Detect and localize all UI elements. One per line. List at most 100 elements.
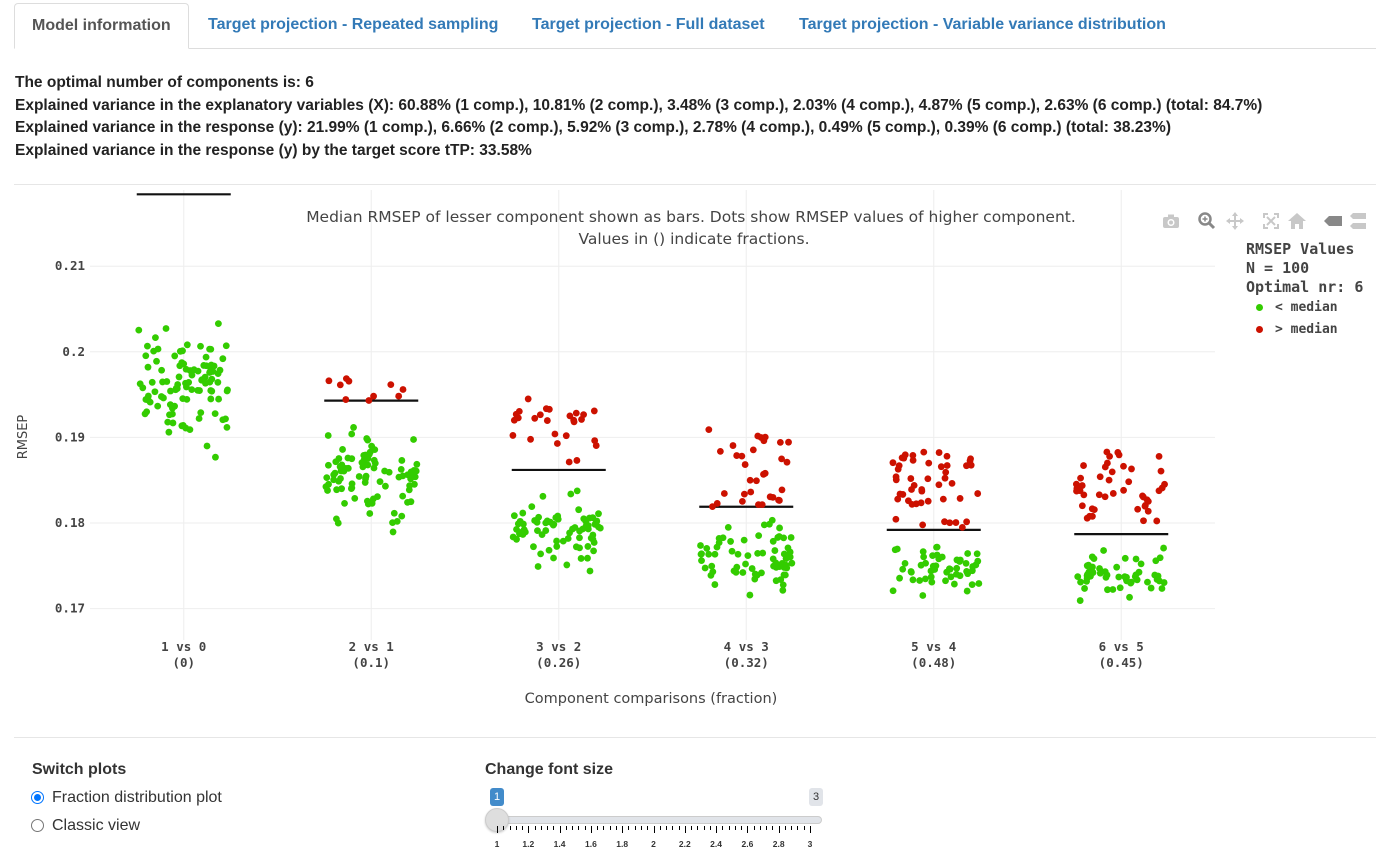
data-point[interactable] xyxy=(755,532,763,539)
data-point[interactable] xyxy=(942,468,950,476)
data-point[interactable] xyxy=(580,411,587,419)
data-point[interactable] xyxy=(973,550,981,558)
data-point[interactable] xyxy=(924,497,932,505)
data-point[interactable] xyxy=(889,459,897,467)
data-point[interactable] xyxy=(711,581,719,588)
data-point[interactable] xyxy=(362,472,370,480)
legend-item-below-median[interactable]: < median xyxy=(1246,297,1363,319)
data-point[interactable] xyxy=(182,365,190,373)
data-point[interactable] xyxy=(1081,585,1088,592)
data-point[interactable] xyxy=(576,534,583,542)
data-point[interactable] xyxy=(1104,586,1111,594)
data-point[interactable] xyxy=(509,432,517,439)
data-point[interactable] xyxy=(584,543,592,550)
data-point[interactable] xyxy=(577,555,585,562)
data-point[interactable] xyxy=(595,523,602,531)
data-point[interactable] xyxy=(393,517,401,525)
data-point[interactable] xyxy=(892,473,900,481)
data-point[interactable] xyxy=(382,482,389,490)
data-point[interactable] xyxy=(753,477,760,485)
data-point[interactable] xyxy=(586,567,594,575)
data-point[interactable] xyxy=(527,435,534,443)
data-point[interactable] xyxy=(202,379,209,387)
data-point[interactable] xyxy=(587,534,595,542)
data-point[interactable] xyxy=(928,578,936,586)
radio-classic-view[interactable]: Classic view xyxy=(31,817,140,835)
data-point[interactable] xyxy=(1115,451,1123,459)
data-point[interactable] xyxy=(513,535,520,543)
data-point[interactable] xyxy=(534,563,542,570)
data-point[interactable] xyxy=(1140,517,1147,525)
data-point[interactable] xyxy=(1089,512,1096,520)
rmsep-scatter-plot[interactable]: 0.17 0.18 0.19 0.2 0.21 1 vs 0(0) 2 vs 1(0.1) 3… xyxy=(0,190,1385,730)
data-point[interactable] xyxy=(512,410,520,418)
data-point[interactable] xyxy=(1157,467,1165,475)
data-point[interactable] xyxy=(1096,569,1104,577)
data-point[interactable] xyxy=(730,567,738,575)
data-point[interactable] xyxy=(1153,517,1161,525)
data-point[interactable] xyxy=(920,553,928,561)
data-point[interactable] xyxy=(892,515,900,523)
data-point[interactable] xyxy=(369,495,377,503)
data-point[interactable] xyxy=(567,490,575,498)
data-point[interactable] xyxy=(595,510,602,518)
data-point[interactable] xyxy=(758,501,766,508)
data-point[interactable] xyxy=(1152,557,1160,565)
data-point[interactable] xyxy=(185,378,193,386)
data-point[interactable] xyxy=(219,355,227,363)
data-point[interactable] xyxy=(517,529,524,536)
data-point[interactable] xyxy=(165,428,173,436)
data-point[interactable] xyxy=(917,499,925,507)
data-point[interactable] xyxy=(345,377,353,385)
data-point[interactable] xyxy=(931,566,939,573)
data-point[interactable] xyxy=(1126,593,1133,601)
data-point[interactable] xyxy=(336,463,344,471)
data-point[interactable] xyxy=(219,416,227,424)
data-point[interactable] xyxy=(207,395,215,403)
data-point[interactable] xyxy=(772,577,780,585)
data-point[interactable] xyxy=(1132,555,1140,563)
data-point[interactable] xyxy=(776,524,783,532)
data-point[interactable] xyxy=(565,458,573,466)
data-point[interactable] xyxy=(203,442,211,450)
data-point[interactable] xyxy=(136,380,144,388)
data-point[interactable] xyxy=(744,552,752,560)
data-point[interactable] xyxy=(332,515,340,523)
hover-compare-icon[interactable] xyxy=(1347,211,1367,231)
data-point[interactable] xyxy=(550,554,557,562)
data-point[interactable] xyxy=(176,347,184,355)
data-point[interactable] xyxy=(389,528,397,536)
data-point[interactable] xyxy=(769,493,777,501)
data-point[interactable] xyxy=(195,415,203,422)
data-point[interactable] xyxy=(956,572,964,580)
data-point[interactable] xyxy=(963,587,971,595)
data-point[interactable] xyxy=(901,559,909,567)
data-point[interactable] xyxy=(1101,463,1109,471)
data-point[interactable] xyxy=(1115,573,1123,581)
data-point[interactable] xyxy=(1109,490,1117,497)
data-point[interactable] xyxy=(543,417,551,424)
data-point[interactable] xyxy=(323,474,331,482)
tab-target-projection-variable-variance-distribution[interactable]: Target projection - Variable variance di… xyxy=(799,16,1166,33)
data-point[interactable] xyxy=(939,495,947,503)
legend-item-above-median[interactable]: > median xyxy=(1246,319,1363,341)
data-point[interactable] xyxy=(510,416,518,424)
data-point[interactable] xyxy=(158,366,166,374)
data-point[interactable] xyxy=(919,592,927,599)
data-point[interactable] xyxy=(749,446,757,454)
data-point[interactable] xyxy=(344,464,352,472)
data-point[interactable] xyxy=(779,581,787,589)
data-point[interactable] xyxy=(536,411,544,419)
data-point[interactable] xyxy=(539,492,547,500)
data-point[interactable] xyxy=(760,470,767,478)
pan-icon[interactable] xyxy=(1225,211,1245,231)
data-point[interactable] xyxy=(929,552,937,560)
data-point[interactable] xyxy=(148,378,156,386)
data-point[interactable] xyxy=(167,387,174,395)
data-point[interactable] xyxy=(188,386,196,394)
data-point[interactable] xyxy=(925,459,933,467)
data-point[interactable] xyxy=(742,560,749,568)
data-point[interactable] xyxy=(1095,491,1103,499)
data-point[interactable] xyxy=(341,499,348,507)
data-point[interactable] xyxy=(974,490,982,497)
